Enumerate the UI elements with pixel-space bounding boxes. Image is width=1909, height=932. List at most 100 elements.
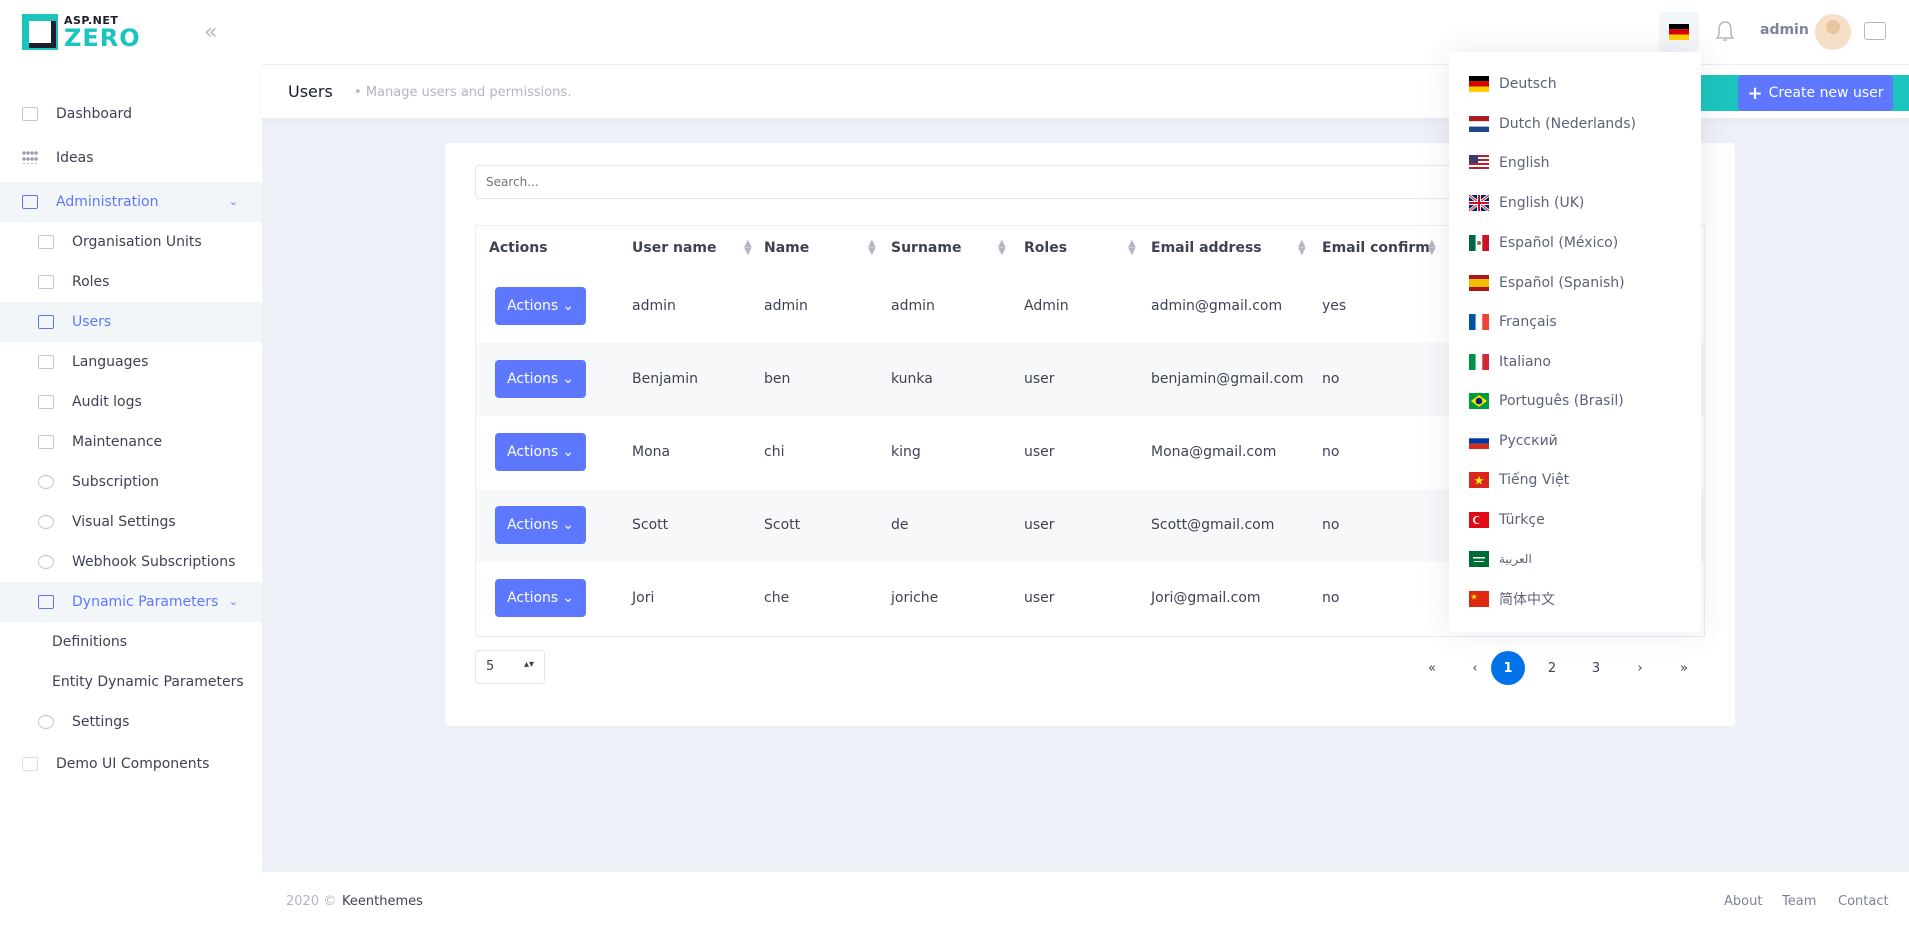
sidebar-item-dynamic-parameters[interactable]: Dynamic Parameters ⌄ [0,582,262,622]
row-actions-button[interactable]: Actions ⌄ [495,433,586,471]
sidebar-item-label: Users [72,314,112,330]
cell-name: chi [764,444,785,460]
column-header-email[interactable]: Email address [1151,240,1262,256]
footer-brand-link[interactable]: Keenthemes [342,894,423,909]
briefcase-icon [38,275,54,289]
sort-icon[interactable]: ▲ ▼ [1298,238,1306,257]
search-input[interactable] [475,165,1550,199]
cell-name: che [764,590,790,606]
last-page-button[interactable]: » [1680,660,1688,676]
sidebar-item-organisation-units[interactable]: Organisation Units [0,222,262,262]
sidebar-item-settings[interactable]: Settings [0,702,262,742]
sidebar-item-users[interactable]: Users [0,302,262,342]
sidebar-item-webhook-subscriptions[interactable]: Webhook Subscriptions [0,542,262,582]
language-option-deutsch[interactable]: Deutsch [1469,72,1557,96]
language-dropdown: Deutsch Dutch (Nederlands) English Engli… [1449,52,1701,632]
footer-link-team[interactable]: Team [1782,894,1817,909]
chevron-down-icon: ⌄ [562,590,574,606]
logo[interactable]: ASP.NET ZERO [22,14,141,50]
language-option-portuguese-brazil[interactable]: Português (Brasil) [1469,389,1624,413]
chart-icon [22,107,38,121]
page-button-2[interactable]: 2 [1547,660,1557,676]
cell-email: admin@gmail.com [1151,298,1283,314]
chat-icon[interactable] [1864,22,1886,40]
language-option-french[interactable]: Français [1469,310,1557,334]
user-name[interactable]: admin [1760,22,1809,38]
sidebar-item-label: Roles [72,274,110,290]
language-option-english[interactable]: English [1469,151,1550,175]
column-header-surname[interactable]: Surname [891,240,962,256]
cell-username: Benjamin [632,371,698,387]
language-option-turkish[interactable]: Türkçe [1469,508,1545,532]
language-option-italian[interactable]: Italiano [1469,350,1551,374]
cell-username: admin [632,298,676,314]
language-option-spanish-mexico[interactable]: Español (México) [1469,231,1618,255]
sort-icon[interactable]: ▲ ▼ [1128,238,1136,257]
language-option-russian[interactable]: Русский [1469,429,1558,453]
page-title: Users [288,82,333,101]
sidebar-item-administration[interactable]: Administration ⌄ [0,182,262,222]
column-header-email-confirm[interactable]: Email confirm [1322,240,1430,256]
chevron-down-icon: ⌄ [228,195,238,208]
prev-page-button[interactable]: ‹ [1472,660,1478,676]
table-row: Actions ⌄ Mona chi king user Mona@gmail.c… [476,416,1704,489]
cell-email-confirmed: no [1322,371,1340,387]
table-row: Actions ⌄ admin admin admin Admin admin@g… [476,270,1704,343]
lock-icon [38,435,54,449]
column-header-username[interactable]: User name [632,240,717,256]
cell-username: Mona [632,444,671,460]
row-actions-button[interactable]: Actions ⌄ [495,506,586,544]
footer-link-about[interactable]: About [1724,894,1763,909]
sidebar-item-label: Audit logs [72,394,142,410]
gear-icon [38,715,54,729]
page-size-select[interactable]: 5 ▴▾ [475,650,545,684]
sidebar-item-demo-ui-components[interactable]: Demo UI Components [0,744,262,784]
avatar[interactable] [1815,14,1851,50]
cell-roles: user [1024,371,1055,387]
language-option-chinese[interactable]: 简体中文 [1469,587,1555,611]
cell-surname: joriche [891,590,939,606]
first-page-button[interactable]: « [1428,660,1436,676]
row-actions-button[interactable]: Actions ⌄ [495,579,586,617]
language-option-arabic[interactable]: العربية [1469,547,1532,571]
sort-icon[interactable]: ▲ ▼ [998,238,1006,257]
cell-email: benjamin@gmail.com [1151,371,1304,387]
bell-icon[interactable] [1715,20,1735,44]
sidebar-item-dashboard[interactable]: Dashboard [0,94,262,134]
page-button-1[interactable]: 1 [1491,651,1525,685]
sort-icon[interactable]: ▲ ▼ [1428,238,1436,257]
row-actions-button[interactable]: Actions ⌄ [495,287,586,325]
cell-email: Mona@gmail.com [1151,444,1277,460]
row-actions-button[interactable]: Actions ⌄ [495,360,586,398]
language-option-dutch[interactable]: Dutch (Nederlands) [1469,112,1636,136]
sort-icon[interactable]: ▲ ▼ [744,238,752,257]
sidebar-item-label: Dynamic Parameters [72,594,219,610]
sidebar-item-subscription[interactable]: Subscription [0,462,262,502]
sort-icon[interactable]: ▲ ▼ [868,238,876,257]
sidebar-item-entity-dynamic-parameters[interactable]: Entity Dynamic Parameters [0,662,262,702]
sidebar-item-audit-logs[interactable]: Audit logs [0,382,262,422]
italy-flag-icon [1469,354,1489,370]
footer-link-contact[interactable]: Contact [1838,894,1889,909]
sidebar-item-maintenance[interactable]: Maintenance [0,422,262,462]
chevron-down-icon: ⌄ [562,444,574,460]
sidebar-item-definitions[interactable]: Definitions [0,622,262,662]
table-header: Actions User name ▲ ▼ Name ▲ ▼ Surname ▲ ▼ … [476,226,1704,270]
column-header-name[interactable]: Name [764,240,810,256]
language-option-vietnamese[interactable]: Tiếng Việt [1469,468,1569,492]
sidebar-item-languages[interactable]: Languages [0,342,262,382]
cell-roles: user [1024,444,1055,460]
language-option-spanish[interactable]: Español (Spanish) [1469,271,1625,295]
netherlands-flag-icon [1469,116,1489,132]
sidebar-item-ideas[interactable]: Ideas [0,138,262,178]
create-new-user-button[interactable]: + Create new user [1738,75,1893,111]
sidebar-item-roles[interactable]: Roles [0,262,262,302]
language-option-english-uk[interactable]: English (UK) [1469,191,1584,215]
column-header-roles[interactable]: Roles [1024,240,1068,256]
next-page-button[interactable]: › [1637,660,1643,676]
page-button-3[interactable]: 3 [1591,660,1601,676]
sidebar-item-visual-settings[interactable]: Visual Settings [0,502,262,542]
language-switcher-button[interactable] [1659,12,1699,52]
cell-email: Jori@gmail.com [1151,590,1261,606]
collapse-sidebar-icon[interactable]: « [204,20,218,45]
